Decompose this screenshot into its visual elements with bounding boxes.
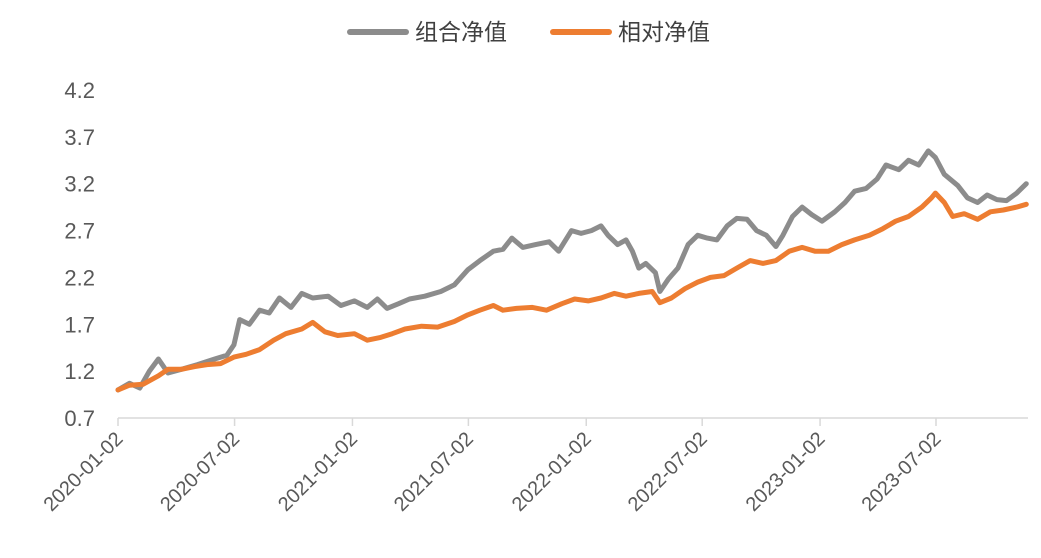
x-tick-label: 2023-07-02 — [858, 428, 946, 516]
x-axis: 2020-01-02 2020-07-02 2021-01-02 2021-07-02… — [40, 417, 1028, 516]
y-axis: 0.7 1.2 1.7 2.2 2.7 3.2 3.7 4.2 — [64, 78, 95, 431]
y-tick-label: 3.7 — [64, 125, 95, 150]
series-line-relative — [115, 190, 1029, 393]
legend-item-portfolio: 组合净值 — [347, 20, 507, 46]
y-tick-label: 2.7 — [64, 219, 95, 244]
legend-item-relative: 相对净值 — [550, 20, 710, 46]
y-tick-label: 1.7 — [64, 312, 95, 337]
x-tick-label: 2023-01-02 — [742, 428, 830, 516]
legend: 组合净值 相对净值 — [347, 20, 710, 46]
x-tick-label: 2021-01-02 — [274, 428, 362, 516]
y-tick-label: 3.2 — [64, 172, 95, 197]
x-tick-label: 2021-07-02 — [390, 428, 478, 516]
x-tick-label: 2020-07-02 — [156, 428, 244, 516]
series-line-portfolio — [115, 148, 1029, 393]
y-tick-label: 1.2 — [64, 359, 95, 384]
x-tick-label: 2020-01-02 — [40, 428, 128, 516]
x-tick-label: 2022-01-02 — [508, 428, 596, 516]
y-tick-label: 2.2 — [64, 265, 95, 290]
legend-label-portfolio: 组合净值 — [415, 20, 507, 46]
y-tick-label: 4.2 — [64, 78, 95, 103]
plot-area — [115, 148, 1029, 393]
y-tick-label: 0.7 — [64, 406, 95, 431]
x-tick-label: 2022-07-02 — [624, 428, 712, 516]
legend-label-relative: 相对净值 — [618, 20, 710, 46]
